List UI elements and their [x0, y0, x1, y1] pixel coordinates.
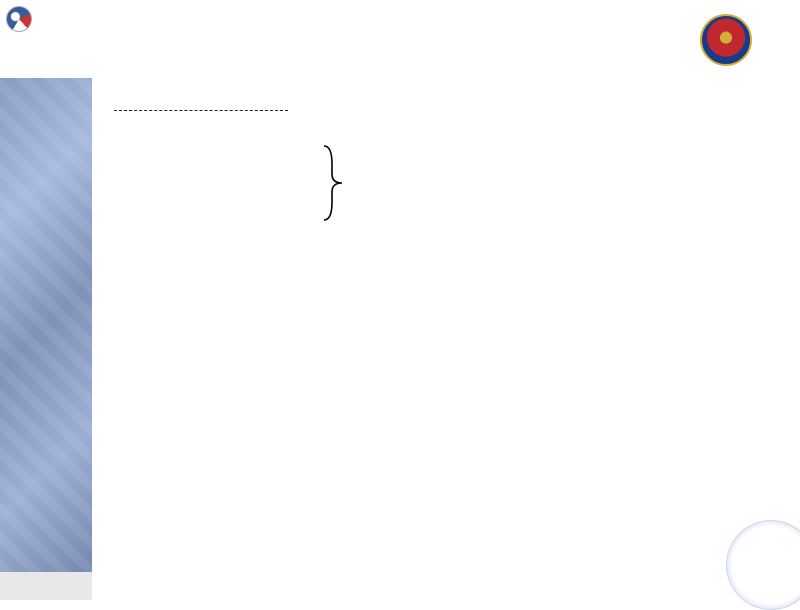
brace-icon — [322, 144, 344, 222]
score-table — [114, 104, 780, 119]
sidebar-image — [0, 78, 92, 572]
motto — [0, 572, 92, 600]
oecd-logo — [6, 6, 126, 33]
oecd-swoosh-icon — [6, 6, 32, 32]
page-number-badge — [726, 520, 800, 610]
main-content — [114, 104, 780, 580]
descriptions — [358, 140, 686, 172]
russian-academy-logo — [666, 14, 786, 77]
header-divider — [114, 110, 288, 111]
russian-emblem-icon — [700, 14, 752, 66]
russian-caption — [666, 68, 786, 77]
sidebar — [0, 78, 92, 600]
oecd-mark — [6, 6, 126, 32]
